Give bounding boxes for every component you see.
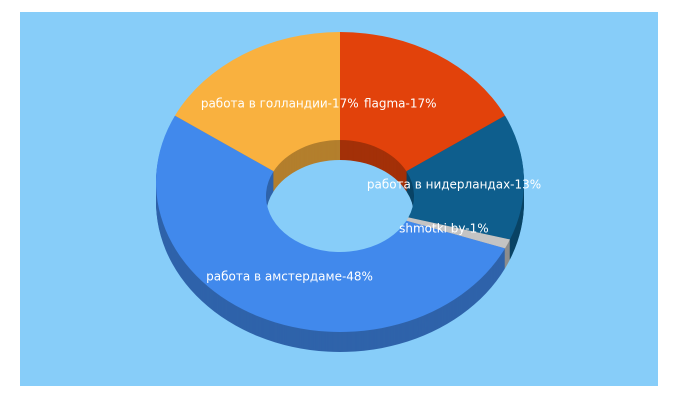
slice-label: shmotki by-1% [399, 221, 489, 235]
slice-label: flagma-17% [364, 96, 437, 110]
slice-label: работа в нидерландах-13% [367, 177, 541, 191]
slice [406, 217, 510, 249]
slice-label: работа в голландии-17% [201, 96, 359, 110]
slice [406, 115, 524, 240]
slice-label: работа в амстердаме-48% [206, 269, 373, 283]
slice [174, 32, 340, 172]
slice [340, 32, 506, 172]
slice [156, 115, 506, 332]
